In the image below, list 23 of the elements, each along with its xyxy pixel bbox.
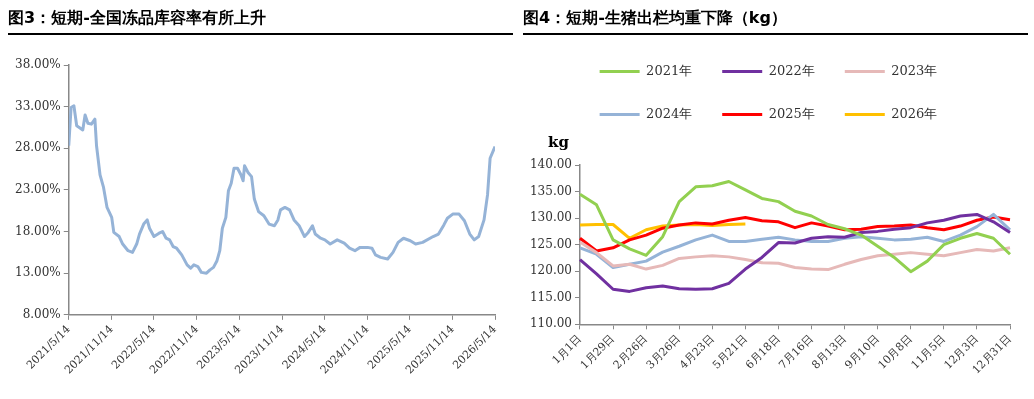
y-tick-label: 28.00% bbox=[14, 140, 61, 155]
y-tick-label: 23.00% bbox=[14, 182, 61, 197]
legend-label: 2021年 bbox=[646, 62, 693, 78]
chart-title: 图3：短期-全国冻品库容率有所上升 bbox=[8, 8, 513, 35]
y-tick-label: 13.00% bbox=[14, 265, 61, 280]
y-tick-label: 135.00 bbox=[529, 183, 572, 198]
y-axis-title: kg bbox=[547, 133, 570, 152]
legend-label: 2022年 bbox=[768, 62, 815, 78]
y-tick-label: 8.00% bbox=[22, 306, 61, 321]
y-tick-label: 130.00 bbox=[529, 210, 572, 225]
y-tick-label: 120.00 bbox=[529, 263, 572, 278]
legend-label: 2024年 bbox=[646, 105, 693, 121]
y-tick-label: 115.00 bbox=[529, 289, 572, 304]
chart-title: 图4：短期-生猪出栏均重下降（kg） bbox=[523, 8, 1028, 35]
y-tick-label: 125.00 bbox=[529, 236, 572, 251]
y-tick-label: 110.00 bbox=[529, 316, 572, 331]
y-tick-label: 33.00% bbox=[14, 98, 61, 113]
legend-label: 2025年 bbox=[768, 105, 815, 121]
y-tick-label: 18.00% bbox=[14, 223, 61, 238]
legend-label: 2023年 bbox=[891, 62, 938, 78]
y-tick-label: 140.00 bbox=[529, 157, 572, 172]
legend-label: 2026年 bbox=[891, 105, 938, 121]
y-tick-label: 38.00% bbox=[14, 57, 61, 72]
